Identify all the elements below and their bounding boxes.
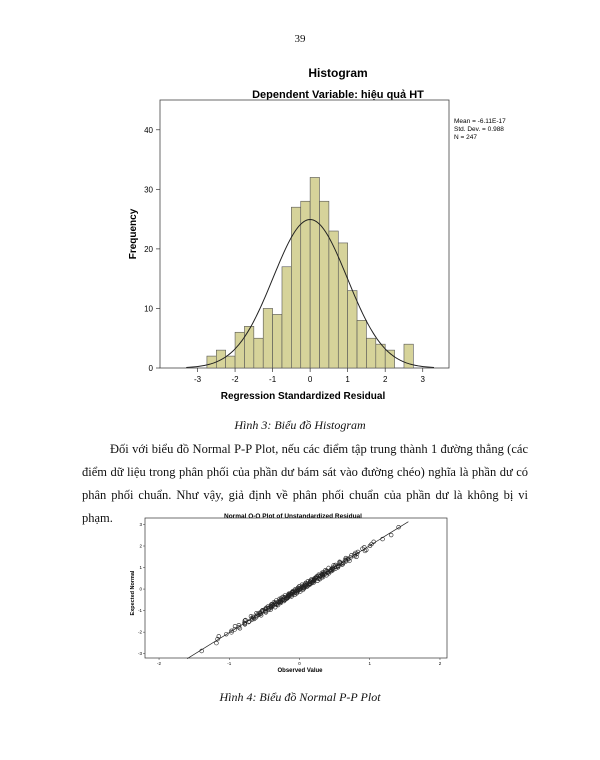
qq-y-tick-label: 1 xyxy=(139,565,142,570)
qq-y-tick-label: -1 xyxy=(138,608,142,613)
qq-point xyxy=(242,620,247,626)
qq-point xyxy=(331,563,336,568)
histogram-bar xyxy=(253,337,264,369)
y-tick-label: 0 xyxy=(149,364,154,373)
x-axis-label: Regression Standardized Residual xyxy=(221,391,386,402)
qq-point xyxy=(224,631,229,637)
page-number: 39 xyxy=(294,33,306,45)
histogram-bar xyxy=(366,337,377,369)
histogram-bar xyxy=(337,242,348,369)
qq-title: Normal Q-Q Plot of Unstandardized Residu… xyxy=(224,513,362,520)
stat-std-dev: Std. Dev. = 0.988 xyxy=(454,126,504,133)
qq-point xyxy=(345,556,351,561)
histogram-bar xyxy=(281,266,292,369)
histogram-bar xyxy=(309,177,320,369)
qq-point xyxy=(282,593,288,598)
chart-title: Histogram xyxy=(308,66,367,80)
qq-point xyxy=(316,572,321,577)
qq-x-tick-label: 0 xyxy=(298,661,301,666)
qq-point xyxy=(277,596,282,602)
qq-point xyxy=(323,568,328,573)
qq-x-axis-label: Observed Value xyxy=(277,668,323,674)
qq-point xyxy=(326,565,331,571)
x-tick-label: -1 xyxy=(269,375,277,384)
histogram-bar xyxy=(244,326,255,369)
qq-y-axis-label: Expected Normal xyxy=(130,570,136,615)
figure3-caption: Hình 3: Biểu đồ Histogram xyxy=(234,418,366,432)
histogram-bar xyxy=(403,343,414,369)
x-tick-label: -2 xyxy=(232,375,240,384)
histogram-bar xyxy=(262,308,273,369)
histogram-bar xyxy=(347,290,358,369)
qq-y-tick-label: 2 xyxy=(139,544,142,549)
qq-point xyxy=(337,559,342,565)
qq-point xyxy=(388,532,394,538)
stat-n: N = 247 xyxy=(454,134,477,141)
qq-chart: Normal Q-Q Plot of Unstandardized Residu… xyxy=(130,513,448,674)
figure4-caption: Hình 4: Biểu đồ Normal P-P Plot xyxy=(219,690,381,704)
qq-y-tick-label: 3 xyxy=(139,522,142,527)
histogram-chart: Histogram Dependent Variable: hiệu quả H… xyxy=(128,66,506,402)
normal-curve xyxy=(186,218,435,368)
qq-x-tick-label: -2 xyxy=(157,661,161,666)
reference-line xyxy=(186,521,409,659)
x-tick-label: 0 xyxy=(308,375,313,384)
y-tick-label: 10 xyxy=(144,304,153,313)
qq-point xyxy=(232,627,237,632)
qq-x-tick-label: -1 xyxy=(227,661,231,666)
histogram-bar xyxy=(328,230,339,369)
histogram-bar xyxy=(384,349,395,369)
qq-point xyxy=(214,640,219,646)
qq-point xyxy=(299,582,305,587)
qq-point xyxy=(248,614,254,619)
qq-point xyxy=(254,610,259,616)
x-tick-label: 3 xyxy=(421,375,426,384)
qq-y-tick-label: 0 xyxy=(139,587,142,592)
qq-point xyxy=(216,634,221,639)
histogram-bar xyxy=(291,206,302,369)
y-axis-label: Frequency xyxy=(128,208,139,259)
qq-point xyxy=(343,555,349,561)
x-tick-label: 2 xyxy=(383,375,388,384)
qq-x-tick-label: 1 xyxy=(368,661,371,666)
histogram-bar xyxy=(356,320,367,369)
histogram-bar xyxy=(225,355,236,369)
y-tick-label: 40 xyxy=(144,126,153,135)
body-paragraph: Đối với biểu đồ Normal P-P Plot, nếu các… xyxy=(82,442,528,525)
histogram-bar xyxy=(300,200,311,369)
qq-point xyxy=(215,636,220,642)
qq-point xyxy=(396,524,401,530)
y-tick-label: 30 xyxy=(144,185,153,194)
qq-y-tick-label: -2 xyxy=(138,630,142,635)
y-tick-label: 20 xyxy=(144,245,153,254)
x-tick-label: -3 xyxy=(194,375,202,384)
qq-plot-figure: Normal Q-Q Plot of Unstandardized Residu… xyxy=(125,505,465,685)
histogram-bar xyxy=(272,314,283,369)
qq-y-tick-label: -3 xyxy=(138,651,142,656)
chart-subtitle: Dependent Variable: hiệu quả HT xyxy=(252,89,424,101)
qq-point xyxy=(348,555,353,560)
stat-mean: Mean = -6.11E-17 xyxy=(454,118,506,125)
histogram-bar xyxy=(234,331,245,369)
qq-point xyxy=(243,617,248,623)
qq-x-tick-label: 2 xyxy=(439,661,442,666)
qq-point xyxy=(299,584,304,590)
histogram-bar xyxy=(215,349,226,369)
histogram-figure: Histogram Dependent Variable: hiệu quả H… xyxy=(120,60,540,410)
x-tick-label: 1 xyxy=(345,375,350,384)
